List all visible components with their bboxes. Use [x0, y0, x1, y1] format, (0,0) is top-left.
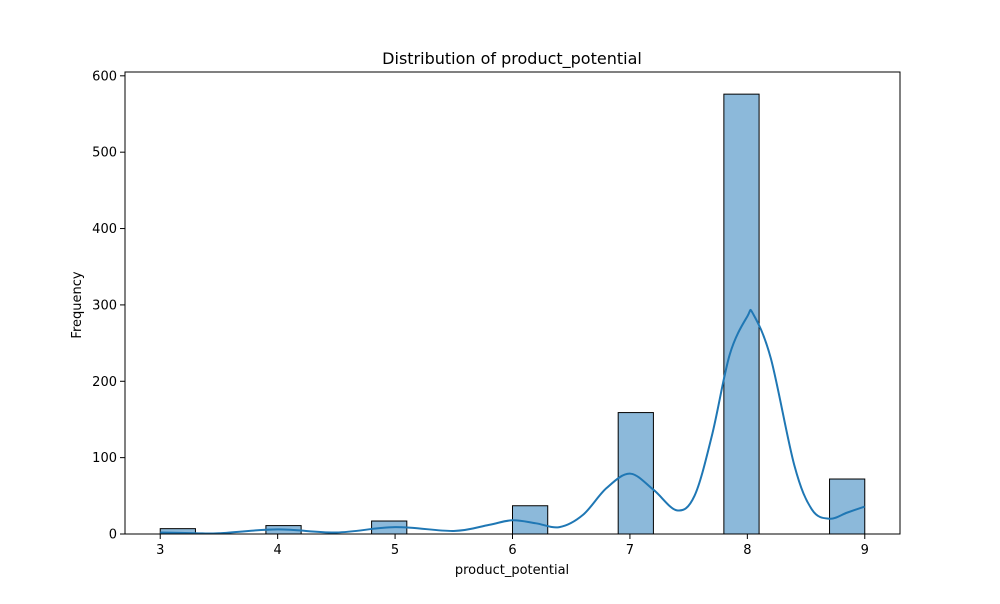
y-tick-label: 0 — [109, 528, 117, 543]
histogram-bars — [159, 93, 866, 535]
histogram-bar-19 — [829, 478, 866, 535]
y-axis-label: Frequency — [70, 271, 85, 338]
x-tick-label: 3 — [156, 543, 164, 558]
y-tick-label: 300 — [92, 298, 117, 313]
x-tick-label: 8 — [743, 543, 751, 558]
y-tick-label: 400 — [92, 222, 117, 237]
histogram-bar-13 — [617, 412, 654, 535]
y-tick-label: 600 — [92, 69, 117, 84]
x-tick-label: 9 — [861, 543, 869, 558]
axes — [124, 71, 901, 535]
chart-title: Distribution of product_potential — [382, 49, 642, 69]
y-axis-ticks: 0 100 200 300 400 500 600 — [92, 69, 125, 543]
x-tick-label: 4 — [274, 543, 282, 558]
x-tick-label: 6 — [508, 543, 516, 558]
x-tick-label: 5 — [391, 543, 399, 558]
x-axis-ticks: 3 4 5 6 7 8 9 — [156, 534, 869, 558]
x-axis-label: product_potential — [455, 563, 569, 578]
kde-curve — [160, 308, 866, 535]
y-tick-label: 100 — [92, 451, 117, 466]
axes-frame — [124, 71, 901, 535]
y-tick-label: 500 — [92, 146, 117, 161]
x-tick-label: 7 — [626, 543, 634, 558]
y-tick-label: 200 — [92, 375, 117, 390]
